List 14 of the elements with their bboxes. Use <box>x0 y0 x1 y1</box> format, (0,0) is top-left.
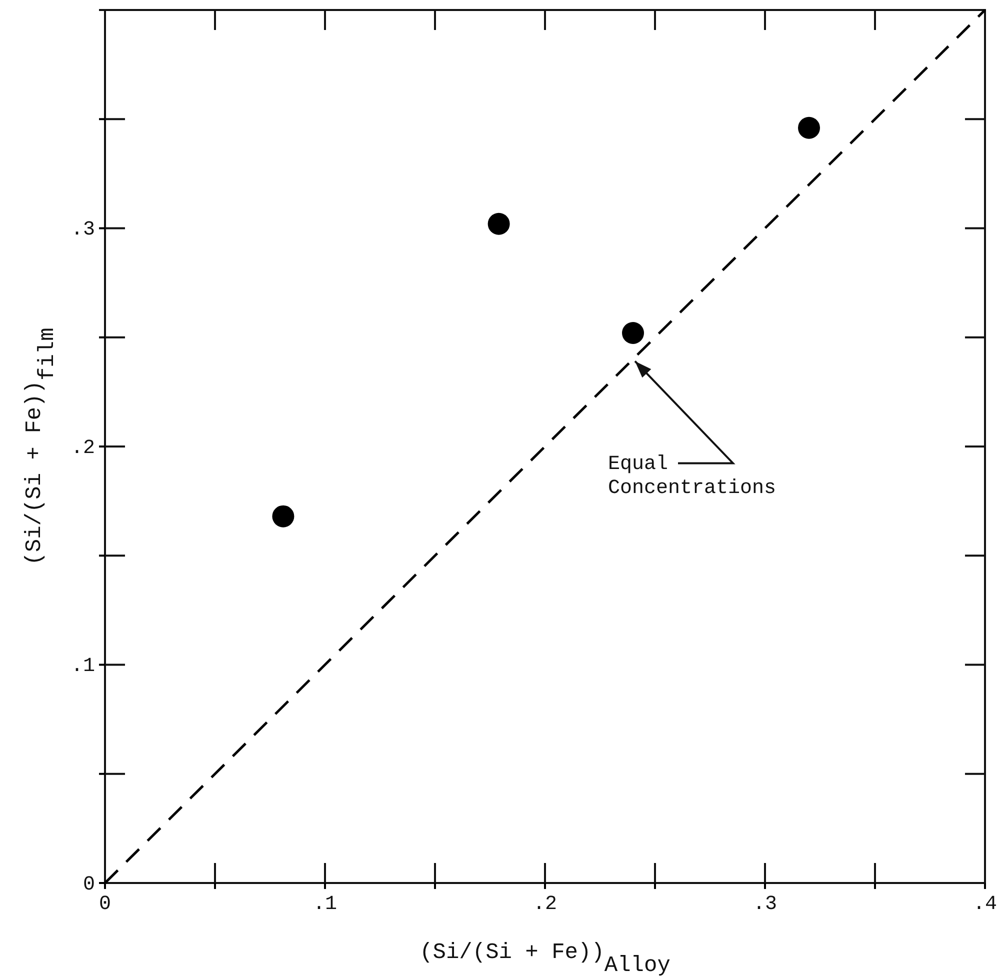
y-tick-label: .2 <box>70 436 95 460</box>
point <box>622 322 644 344</box>
x-tick-label: 0 <box>98 893 112 916</box>
point <box>488 212 510 235</box>
point <box>798 116 820 139</box>
x-tick-label: .1 <box>312 893 338 916</box>
x-tick-label: .3 <box>752 893 778 916</box>
annotation: Equal Concentrations <box>608 453 776 500</box>
y-tick-label: .1 <box>70 655 95 678</box>
y-tick-label: .3 <box>70 218 95 242</box>
y-tick-label: 0 <box>82 873 95 896</box>
point <box>272 505 294 528</box>
x-tick-label: .2 <box>532 893 558 916</box>
x-tick-label: .4 <box>972 893 997 916</box>
